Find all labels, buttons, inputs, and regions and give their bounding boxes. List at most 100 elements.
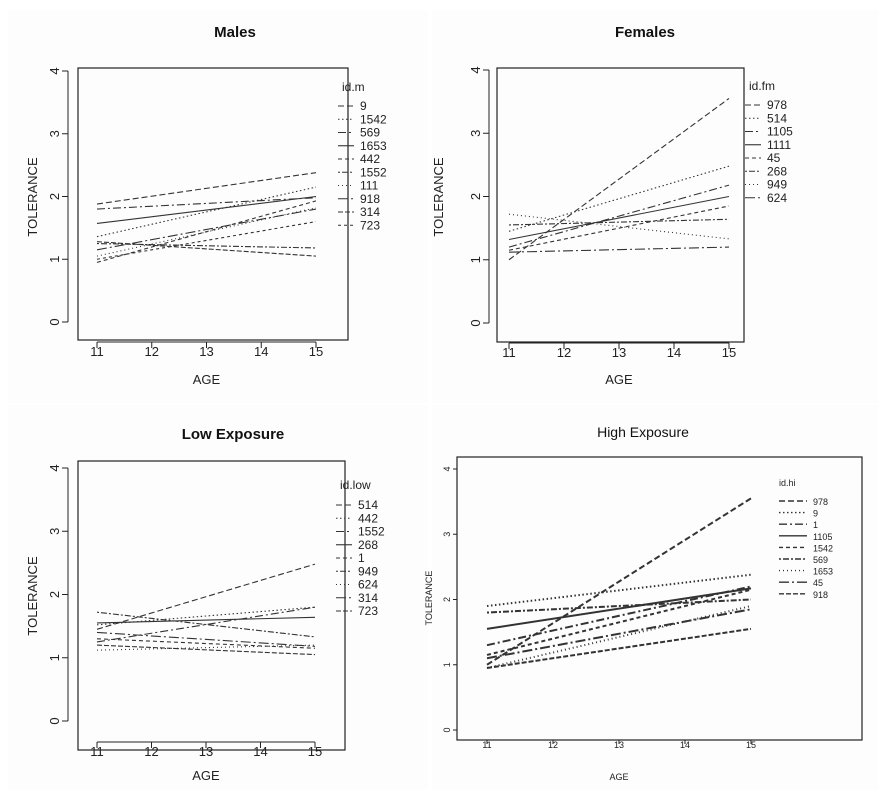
series-line-1653	[96, 195, 317, 225]
legend-label: 1105	[813, 532, 832, 542]
series-line-978	[486, 497, 752, 666]
series-line-918	[96, 208, 317, 251]
y-tick-label: 2	[468, 193, 483, 200]
x-axis-title: AGE	[605, 372, 633, 387]
y-tick-label: 1	[47, 654, 62, 661]
y-tick-label: 4	[468, 66, 483, 73]
y-tick-label: 4	[442, 466, 452, 471]
series-line-45	[486, 608, 752, 660]
series-line-624	[96, 644, 316, 651]
legend-label: 442	[358, 511, 378, 525]
x-tick-label: 12	[548, 740, 558, 750]
series-line-314	[96, 241, 317, 257]
x-tick-label: 15	[746, 740, 756, 750]
series-line-918	[486, 627, 752, 670]
legend-label: 9	[813, 509, 818, 519]
legend-label: 514	[358, 498, 378, 512]
chart-title: High Exposure	[597, 424, 689, 440]
legend-label: 723	[358, 604, 378, 618]
legend-label: 1552	[360, 165, 387, 179]
y-tick-label: 1	[468, 256, 483, 263]
series-line-949	[508, 213, 730, 240]
x-tick-label: 13	[199, 744, 213, 759]
legend-label: 9	[360, 99, 367, 113]
y-tick-label: 0	[47, 318, 62, 325]
x-tick-label: 11	[482, 740, 491, 750]
y-tick-label: 4	[47, 464, 62, 471]
y-tick-label: 1	[47, 256, 62, 263]
legend-label: 314	[360, 205, 380, 219]
legend-label: 569	[360, 126, 380, 140]
y-tick-label: 0	[468, 319, 483, 326]
legend-label: 1542	[813, 543, 833, 553]
legend-label: 45	[767, 151, 781, 165]
y-tick-label: 1	[442, 662, 452, 667]
x-tick-label: 15	[309, 344, 323, 359]
x-tick-label: 11	[90, 744, 104, 759]
y-axis-title: TOLERANCE	[25, 157, 40, 237]
plot-frame	[456, 456, 863, 741]
legend-label: 1653	[360, 139, 387, 153]
plot-frame	[77, 67, 349, 341]
series-line-1552	[96, 606, 316, 643]
legend-label: 1111	[767, 138, 791, 152]
y-tick-label: 3	[468, 130, 483, 137]
legend-label: 949	[767, 178, 787, 192]
x-tick-label: 14	[680, 740, 690, 750]
legend-label: 624	[358, 578, 378, 592]
series-line-514	[96, 563, 316, 630]
x-tick-label: 14	[253, 744, 267, 759]
y-tick-label: 4	[47, 67, 62, 74]
x-axis-title: AGE	[192, 768, 220, 783]
y-tick-label: 3	[47, 528, 62, 535]
x-tick-label: 15	[308, 744, 322, 759]
x-tick-label: 11	[502, 345, 516, 360]
legend-title: id.hi	[779, 478, 796, 488]
legend-label: 1542	[360, 112, 387, 126]
x-tick-label: 12	[145, 344, 159, 359]
legend-label: 1105	[767, 125, 793, 139]
x-tick-label: 15	[722, 345, 736, 360]
series-line-1	[486, 585, 752, 647]
series-line-1105	[508, 184, 730, 248]
series-line-1111	[508, 195, 730, 241]
chart-title: Low Exposure	[182, 426, 285, 443]
series-line-624	[508, 246, 730, 253]
chart-title: Males	[214, 24, 256, 41]
legend-label: 624	[767, 191, 787, 205]
y-tick-label: 2	[442, 597, 452, 602]
legend-label: 514	[767, 111, 787, 125]
y-tick-label: 0	[47, 717, 62, 724]
plot-frame	[496, 67, 745, 343]
legend-label: 978	[813, 497, 828, 507]
series-line-314	[96, 631, 316, 647]
legend-label: 723	[360, 218, 380, 232]
series-line-569	[96, 197, 317, 210]
y-tick-label: 2	[47, 591, 62, 598]
legend-label: 978	[767, 98, 787, 112]
legend-label: 1	[813, 520, 818, 530]
legend-title: id.m	[342, 80, 365, 94]
plot-frame	[77, 460, 346, 751]
series-line-1542	[486, 588, 752, 656]
legend-label: 314	[358, 591, 378, 605]
legend-title: id.low	[340, 478, 371, 492]
series-line-1105	[486, 587, 752, 630]
series-line-268	[508, 218, 730, 226]
series-line-723	[96, 221, 317, 260]
y-axis-title: TOLERANCE	[25, 556, 40, 636]
legend-label: 442	[360, 152, 380, 166]
legend-label: 268	[767, 164, 787, 178]
series-line-111	[96, 207, 317, 257]
legend-label: 1653	[813, 567, 833, 577]
legend-label: 1	[358, 551, 365, 565]
y-axis-title: TOLERANCE	[424, 571, 434, 626]
y-tick-label: 0	[442, 727, 452, 732]
series-line-45	[508, 205, 730, 251]
series-line-9	[486, 573, 752, 608]
